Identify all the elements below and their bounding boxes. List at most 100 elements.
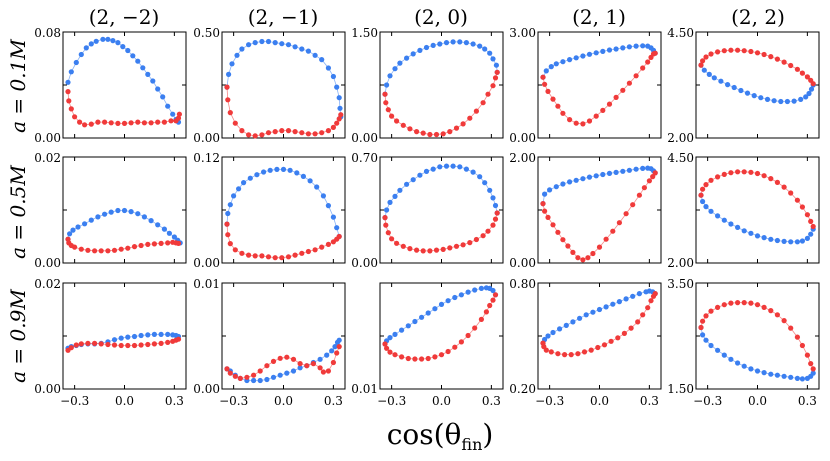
blue-series-line	[67, 210, 181, 244]
red-point	[652, 170, 658, 176]
blue-point	[405, 323, 411, 329]
red-point	[165, 339, 171, 345]
blue-point	[337, 105, 343, 111]
blue-point	[616, 299, 623, 305]
red-point	[259, 253, 265, 259]
red-point	[292, 252, 298, 258]
blue-point	[573, 55, 579, 61]
blue-point	[606, 170, 613, 176]
red-point	[155, 119, 161, 125]
red-point	[148, 120, 154, 126]
blue-point	[140, 65, 146, 71]
red-series-line	[542, 293, 656, 356]
blue-point	[279, 41, 285, 47]
blue-point	[563, 322, 569, 328]
blue-point	[300, 173, 306, 179]
red-point	[425, 355, 431, 362]
blue-point	[715, 347, 721, 353]
red-point	[297, 361, 303, 367]
column-title-4: (2, 2)	[731, 5, 785, 29]
y-tick-label-min: 0.00	[193, 382, 220, 396]
blue-point	[794, 375, 801, 381]
blue-point	[404, 55, 410, 61]
red-point	[555, 351, 561, 357]
red-point	[586, 118, 593, 124]
blue-point	[75, 224, 81, 230]
blue-point	[721, 217, 727, 223]
red-point	[334, 120, 340, 126]
y-tick-label-min: 0.00	[34, 131, 61, 145]
blue-point	[83, 45, 89, 51]
blue-point	[580, 176, 586, 182]
blue-point	[482, 46, 488, 52]
red-point	[595, 344, 601, 351]
blue-point	[771, 98, 777, 104]
blue-point	[490, 287, 496, 294]
blue-point	[73, 59, 79, 66]
y-tick-label-max: 0.08	[34, 26, 61, 40]
red-point	[265, 130, 272, 136]
blue-point	[748, 366, 754, 372]
blue-point	[791, 98, 797, 104]
blue-point	[270, 374, 277, 380]
red-point	[490, 297, 496, 303]
red-point	[92, 248, 98, 254]
blue-point	[754, 368, 761, 374]
blue-point	[404, 181, 410, 187]
blue-point	[410, 51, 416, 57]
blue-point	[603, 304, 609, 310]
blue-point	[457, 164, 463, 170]
red-point	[272, 255, 278, 261]
red-point	[608, 338, 614, 344]
blue-point	[229, 61, 235, 67]
blue-series-line	[384, 287, 496, 345]
blue-point	[700, 332, 706, 338]
red-point	[728, 47, 734, 53]
red-point	[633, 73, 639, 79]
blue-point	[487, 187, 493, 193]
blue-series-line	[226, 41, 342, 117]
red-point	[158, 240, 164, 246]
blue-point	[125, 47, 131, 54]
red-point	[781, 184, 787, 190]
red-point	[585, 255, 591, 261]
red-point	[545, 88, 551, 94]
red-point	[799, 342, 806, 349]
red-point	[467, 240, 473, 246]
blue-point	[78, 51, 84, 58]
blue-point	[613, 169, 619, 175]
red-point	[804, 212, 811, 218]
red-point	[567, 117, 573, 123]
blue-point	[231, 193, 237, 199]
blue-point	[165, 331, 171, 337]
blue-point	[758, 95, 764, 101]
red-series	[382, 210, 500, 254]
red-point	[115, 120, 121, 126]
blue-point	[430, 42, 436, 49]
red-point	[754, 302, 761, 308]
red-point	[799, 70, 806, 76]
blue-point	[287, 167, 293, 173]
blue-point	[443, 163, 450, 169]
blue-point	[567, 179, 573, 185]
blue-point	[738, 87, 744, 94]
column-title-3: (2, 1)	[572, 5, 626, 29]
blue-point	[251, 377, 257, 384]
blue-point	[438, 301, 445, 307]
red-point	[473, 236, 479, 243]
red-point	[485, 91, 491, 97]
blue-point	[478, 285, 484, 291]
red-point	[748, 169, 754, 175]
red-point	[808, 361, 814, 367]
blue-point	[261, 169, 267, 175]
red-point	[630, 202, 636, 208]
blue-point	[754, 233, 761, 239]
red-point	[799, 204, 806, 210]
blue-point	[70, 227, 76, 233]
blue-point	[417, 172, 423, 178]
blue-point	[728, 356, 734, 362]
blue-point	[557, 326, 563, 332]
blue-point	[285, 42, 292, 48]
red-point	[252, 253, 258, 259]
red-point	[65, 89, 71, 95]
